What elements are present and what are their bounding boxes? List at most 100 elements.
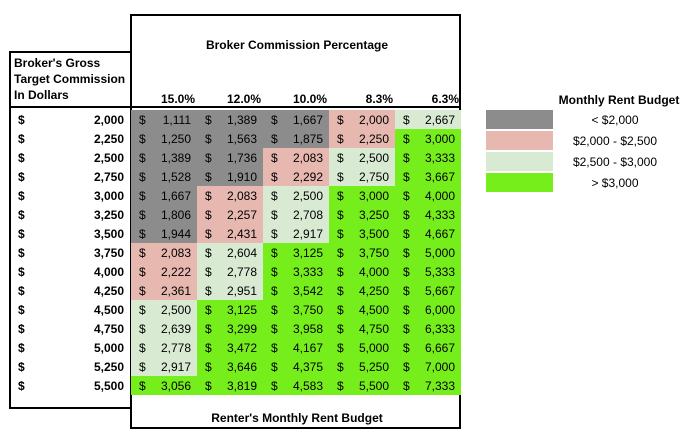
commission-value: 2,000 (94, 113, 124, 127)
budget-cell-currency: $ (403, 379, 410, 393)
budget-cell-bg (197, 186, 263, 205)
commission-currency: $ (18, 170, 25, 184)
budget-cell-currency: $ (205, 151, 212, 165)
percentage-header: 12.0% (227, 92, 261, 106)
budget-cell-value: 2,667 (425, 113, 455, 127)
budget-cell-value: 1,910 (227, 170, 257, 184)
budget-cell-bg (329, 129, 395, 148)
budget-cell-currency: $ (337, 322, 344, 336)
budget-cell-bg (131, 224, 197, 243)
budget-cell-bg (263, 262, 329, 281)
budget-cell-bg (263, 186, 329, 205)
commission-value: 2,750 (94, 170, 124, 184)
budget-cell-currency: $ (337, 246, 344, 260)
budget-cell-value: 3,000 (425, 132, 455, 146)
budget-cell-bg (131, 186, 197, 205)
budget-cell-bg (131, 357, 197, 376)
commission-currency: $ (18, 189, 25, 203)
budget-cell-bg (131, 205, 197, 224)
budget-cell-value: 2,083 (293, 151, 323, 165)
budget-cell-bg (131, 376, 197, 395)
commission-currency: $ (18, 284, 25, 298)
commission-value: 4,250 (94, 284, 124, 298)
budget-cell-currency: $ (205, 208, 212, 222)
budget-cell-value: 6,667 (425, 341, 455, 355)
commission-currency: $ (18, 246, 25, 260)
budget-cell-value: 2,917 (161, 360, 191, 374)
budget-cell-bg (131, 262, 197, 281)
budget-cell-bg (395, 300, 461, 319)
budget-cell-currency: $ (205, 379, 212, 393)
budget-cell-value: 1,111 (163, 113, 192, 127)
commission-currency: $ (18, 322, 25, 336)
commission-currency: $ (18, 303, 25, 317)
budget-cell-value: 6,000 (425, 303, 455, 317)
budget-cell-value: 2,951 (227, 284, 257, 298)
budget-cell-bg (329, 262, 395, 281)
budget-cell-bg (329, 186, 395, 205)
budget-cell-currency: $ (205, 189, 212, 203)
budget-cell-currency: $ (205, 170, 212, 184)
budget-cell-bg (395, 205, 461, 224)
budget-cells: $1,111 $1,389 $1,667 $2,000 $2,667 $ 1,250 $1,5… (131, 110, 461, 395)
budget-cell-currency: $ (139, 265, 146, 279)
budget-cell-currency: $ (139, 246, 146, 260)
budget-cell-currency: $ (271, 303, 278, 317)
budget-cell-bg (263, 148, 329, 167)
commission-value: 4,750 (94, 322, 124, 336)
budget-cell-bg (395, 148, 461, 167)
commission-currency: $ (18, 227, 25, 241)
budget-cell-currency: $ (271, 132, 278, 146)
budget-cell-currency: $ (337, 379, 344, 393)
budget-cell-currency: $ (271, 322, 278, 336)
budget-cell-value: 3,299 (227, 322, 257, 336)
budget-cell-value: 2,250 (359, 132, 389, 146)
legend-swatch (486, 131, 553, 150)
budget-cell-value: 4,333 (425, 208, 455, 222)
grid-footer: Renter's Monthly Rent Budget (211, 411, 383, 425)
budget-cell-value: 1,389 (227, 113, 257, 127)
budget-cell-currency: $ (403, 208, 410, 222)
budget-cell-value: 4,250 (359, 284, 389, 298)
commission-currency: $ (18, 265, 25, 279)
commission-value: 3,500 (94, 227, 124, 241)
budget-cell-currency: $ (403, 132, 410, 146)
budget-cell-currency: $ (271, 360, 278, 374)
budget-cell-currency: $ (403, 189, 410, 203)
budget-cell-bg (395, 129, 461, 148)
budget-cell-value: 7,333 (425, 379, 455, 393)
budget-cell-value: 4,500 (359, 303, 389, 317)
budget-cell-value: 2,708 (293, 208, 323, 222)
budget-cell-currency: $ (337, 189, 344, 203)
budget-cell-bg (329, 110, 395, 129)
budget-cell-bg (263, 300, 329, 319)
budget-cell-value: 2,257 (227, 208, 257, 222)
budget-cell-currency: $ (337, 360, 344, 374)
budget-cell-currency: $ (403, 246, 410, 260)
budget-cell-currency: $ (205, 132, 212, 146)
legend: Monthly Rent Budget < $2,000 $2,000 - $2… (486, 93, 679, 192)
budget-cell-value: 3,333 (425, 151, 455, 165)
budget-cell-bg (197, 110, 263, 129)
budget-cell-bg (263, 110, 329, 129)
budget-cell-bg (197, 262, 263, 281)
budget-cell-bg (131, 319, 197, 338)
budget-cell-value: 1,667 (293, 113, 323, 127)
budget-cell-bg (197, 205, 263, 224)
row-label-line: In Dollars (14, 88, 69, 102)
budget-cell-value: 1,667 (161, 189, 191, 203)
budget-cell-currency: $ (139, 341, 146, 355)
budget-cell-value: 2,639 (161, 322, 191, 336)
commission-currency: $ (18, 379, 25, 393)
budget-cell-currency: $ (139, 360, 146, 374)
budget-cell-bg (197, 357, 263, 376)
budget-cell-value: 2,750 (359, 170, 389, 184)
budget-cell-currency: $ (403, 360, 410, 374)
commission-currency: $ (18, 360, 25, 374)
budget-cell-bg (329, 376, 395, 395)
budget-cell-bg (263, 281, 329, 300)
budget-cell-bg (197, 300, 263, 319)
budget-cell-currency: $ (205, 322, 212, 336)
commission-currency: $ (18, 151, 25, 165)
